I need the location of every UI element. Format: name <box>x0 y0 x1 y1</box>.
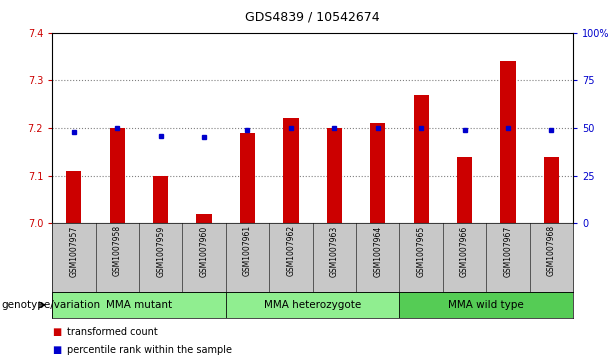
Text: GSM1007964: GSM1007964 <box>373 225 383 277</box>
Text: ■: ■ <box>52 327 61 337</box>
Text: genotype/variation: genotype/variation <box>1 300 101 310</box>
Text: GSM1007960: GSM1007960 <box>200 225 208 277</box>
Text: GSM1007958: GSM1007958 <box>113 225 122 277</box>
Text: MMA mutant: MMA mutant <box>106 300 172 310</box>
Text: GSM1007965: GSM1007965 <box>417 225 425 277</box>
Bar <box>240 133 255 223</box>
Text: GSM1007963: GSM1007963 <box>330 225 339 277</box>
Text: GSM1007968: GSM1007968 <box>547 225 556 277</box>
Text: MMA wild type: MMA wild type <box>449 300 524 310</box>
Text: GSM1007957: GSM1007957 <box>69 225 78 277</box>
Bar <box>500 61 516 223</box>
Text: GSM1007961: GSM1007961 <box>243 225 252 277</box>
Bar <box>226 292 400 318</box>
Text: MMA heterozygote: MMA heterozygote <box>264 300 361 310</box>
Bar <box>153 176 168 223</box>
Text: ■: ■ <box>52 345 61 355</box>
Text: GSM1007967: GSM1007967 <box>503 225 512 277</box>
Bar <box>283 118 299 223</box>
Text: transformed count: transformed count <box>67 327 158 337</box>
Bar <box>110 128 125 223</box>
Text: GSM1007962: GSM1007962 <box>286 225 295 277</box>
Bar <box>66 171 82 223</box>
Text: GSM1007959: GSM1007959 <box>156 225 165 277</box>
Bar <box>52 292 226 318</box>
Bar <box>414 95 428 223</box>
Text: GSM1007966: GSM1007966 <box>460 225 469 277</box>
Bar <box>197 214 211 223</box>
Bar <box>400 292 573 318</box>
Text: GDS4839 / 10542674: GDS4839 / 10542674 <box>245 11 380 24</box>
Text: percentile rank within the sample: percentile rank within the sample <box>67 345 232 355</box>
Bar <box>544 156 559 223</box>
Bar <box>327 128 342 223</box>
Bar <box>457 156 472 223</box>
Bar <box>370 123 386 223</box>
